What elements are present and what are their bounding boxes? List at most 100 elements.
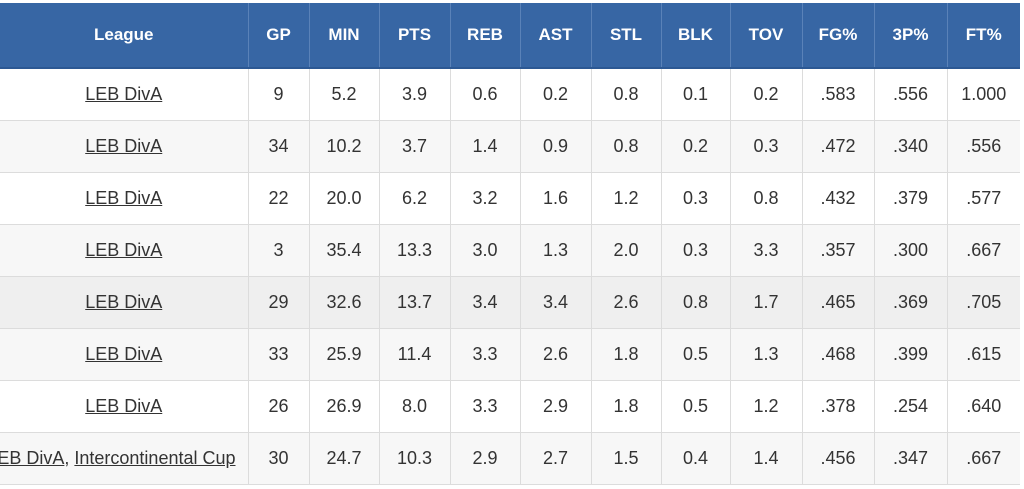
stat-cell-reb: 1.4 [450,120,521,173]
stat-cell-min: 35.4 [309,224,380,277]
column-header-ast[interactable]: AST [520,3,592,69]
stat-cell-reb: 3.2 [450,172,521,225]
stat-cell-ft-pct: 1.000 [947,68,1020,121]
stat-cell-3p-pct: .340 [874,120,948,173]
stat-cell-ft-pct: .556 [947,120,1020,173]
stat-cell-3p-pct: .379 [874,172,948,225]
stat-cell-3p-pct: .254 [874,380,948,433]
stat-cell-3p-pct: .399 [874,328,948,381]
stat-cell-stl: 1.5 [591,432,662,485]
league-cell: LEB DivA, Intercontinental Cup [0,432,249,485]
stat-cell-pts: 13.7 [379,276,451,329]
stat-cell-pts: 10.3 [379,432,451,485]
stat-cell-blk: 0.2 [661,120,731,173]
table-row: LEB DivA 29 32.6 13.7 3.4 3.4 2.6 0.8 1.7.465.36… [0,276,1020,329]
stat-cell-min: 10.2 [309,120,380,173]
league-links: LEB DivA [85,344,162,364]
stat-cell-reb: 2.9 [450,432,521,485]
stat-cell-gp: 34 [248,120,310,173]
stat-cell-stl: 1.2 [591,172,662,225]
stat-cell-ft-pct: .667 [947,224,1020,277]
stat-cell-ft-pct: .705 [947,276,1020,329]
stat-cell-fg-pct: .432 [802,172,875,225]
stat-cell-blk: 0.3 [661,172,731,225]
league-link[interactable]: LEB DivA [85,396,163,416]
stat-cell-gp: 26 [248,380,310,433]
stat-cell-3p-pct: .556 [874,68,948,121]
stat-cell-ast: 3.4 [520,276,592,329]
league-cell: LEB DivA [0,224,249,277]
stat-cell-gp: 22 [248,172,310,225]
stat-cell-blk: 0.1 [661,68,731,121]
stat-cell-gp: 30 [248,432,310,485]
header-row: League GP MIN PTS REB AST STL BLK TOV FG% 3P% FT% [0,3,1020,69]
stats-table-container: League GP MIN PTS REB AST STL BLK TOV FG% 3P% FT% L… [0,3,1020,485]
league-link[interactable]: LEB DivA [85,240,163,260]
league-link[interactable]: LEB DivA [85,188,163,208]
stat-cell-ast: 2.6 [520,328,592,381]
table-header: League GP MIN PTS REB AST STL BLK TOV FG% 3P% FT% [0,3,1020,69]
stat-cell-ft-pct: .615 [947,328,1020,381]
column-header-ft-pct[interactable]: FT% [947,3,1020,69]
league-link[interactable]: LEB DivA [85,292,163,312]
stat-cell-reb: 3.0 [450,224,521,277]
league-cell: LEB DivA [0,328,249,381]
stat-cell-min: 5.2 [309,68,380,121]
stat-cell-blk: 0.4 [661,432,731,485]
stat-cell-ft-pct: .667 [947,432,1020,485]
column-header-tov[interactable]: TOV [730,3,803,69]
stat-cell-blk: 0.3 [661,224,731,277]
stat-cell-tov: 1.3 [730,328,803,381]
column-header-reb[interactable]: REB [450,3,521,69]
column-header-fg-pct[interactable]: FG% [802,3,875,69]
column-header-3p-pct[interactable]: 3P% [874,3,948,69]
league-links: LEB DivA [85,84,162,104]
league-links: LEB DivA, Intercontinental Cup [0,448,236,468]
league-link[interactable]: LEB DivA [85,136,163,156]
table-row: LEB DivA 22 20.0 6.2 3.2 1.6 1.2 0.3 0.8.432.379… [0,172,1020,225]
stat-cell-3p-pct: .347 [874,432,948,485]
stat-cell-stl: 1.8 [591,328,662,381]
league-cell: LEB DivA [0,276,249,329]
stat-cell-ft-pct: .577 [947,172,1020,225]
stat-cell-tov: 0.2 [730,68,803,121]
stat-cell-ft-pct: .640 [947,380,1020,433]
column-header-stl[interactable]: STL [591,3,662,69]
stat-cell-pts: 13.3 [379,224,451,277]
column-header-blk[interactable]: BLK [661,3,731,69]
stat-cell-reb: 3.4 [450,276,521,329]
league-link[interactable]: LEB DivA [0,448,65,468]
column-header-pts[interactable]: PTS [379,3,451,69]
stat-cell-tov: 0.3 [730,120,803,173]
league-link[interactable]: LEB DivA [85,344,163,364]
stat-cell-pts: 11.4 [379,328,451,381]
stat-cell-tov: 1.7 [730,276,803,329]
stat-cell-blk: 0.8 [661,276,731,329]
stat-cell-pts: 3.7 [379,120,451,173]
stat-cell-gp: 33 [248,328,310,381]
stat-cell-reb: 3.3 [450,328,521,381]
table-body: LEB DivA 9 5.2 3.9 0.6 0.2 0.8 0.1 0.2.583.556 1.… [0,68,1020,485]
table-row: LEB DivA 26 26.9 8.0 3.3 2.9 1.8 0.5 1.2.378.254… [0,380,1020,433]
column-header-league[interactable]: League [0,3,249,69]
stat-cell-gp: 29 [248,276,310,329]
league-links: LEB DivA [85,136,162,156]
league-cell: LEB DivA [0,380,249,433]
league-link[interactable]: LEB DivA [85,84,163,104]
league-link[interactable]: Intercontinental Cup [74,448,236,468]
stat-cell-tov: 3.3 [730,224,803,277]
league-stats-table: League GP MIN PTS REB AST STL BLK TOV FG% 3P% FT% L… [0,3,1020,485]
stat-cell-ast: 0.9 [520,120,592,173]
table-row: LEB DivA 33 25.9 11.4 3.3 2.6 1.8 0.5 1.3.468.39… [0,328,1020,381]
stat-cell-pts: 3.9 [379,68,451,121]
column-header-min[interactable]: MIN [309,3,380,69]
stat-cell-pts: 6.2 [379,172,451,225]
stat-cell-tov: 1.4 [730,432,803,485]
stat-cell-min: 20.0 [309,172,380,225]
stat-cell-blk: 0.5 [661,328,731,381]
stat-cell-ast: 0.2 [520,68,592,121]
stat-cell-gp: 3 [248,224,310,277]
stat-cell-min: 32.6 [309,276,380,329]
column-header-gp[interactable]: GP [248,3,310,69]
stat-cell-3p-pct: .369 [874,276,948,329]
